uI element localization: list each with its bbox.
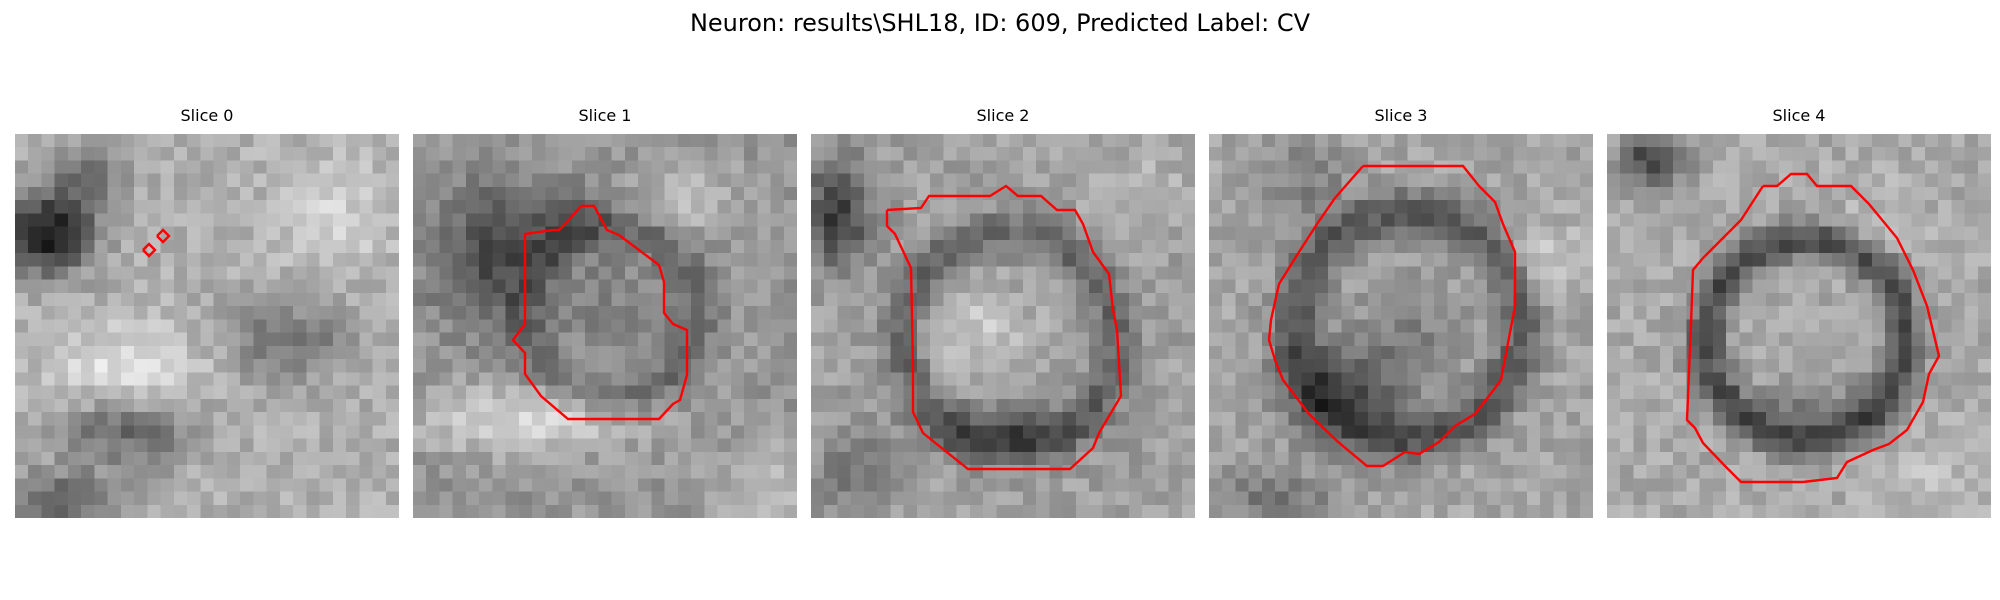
slice-overlay-0 — [142, 228, 171, 258]
slice-pixels-2 — [811, 134, 1195, 518]
slice-panel-3: Slice 3 — [1209, 106, 1593, 518]
figure-title: Neuron: results\SHL18, ID: 609, Predicte… — [689, 9, 1311, 37]
slice-pixels-1 — [413, 134, 797, 518]
slice-overlay-2 — [885, 184, 1123, 471]
slice-image-2 — [811, 134, 1195, 518]
slice-panel-0: Slice 0 — [15, 106, 399, 518]
contour-1 — [511, 204, 689, 421]
contour-4 — [1685, 172, 1941, 484]
slice-title-4: Slice 4 — [1772, 106, 1826, 125]
slice-image-3 — [1209, 134, 1593, 518]
slice-title-2: Slice 2 — [976, 106, 1030, 125]
contour-3 — [1267, 164, 1517, 468]
slice-title-0: Slice 0 — [180, 106, 234, 125]
contour-0a — [142, 242, 157, 258]
slice-title-3: Slice 3 — [1374, 106, 1428, 125]
slice-overlay-4 — [1685, 172, 1941, 484]
slice-pixels-4 — [1607, 134, 1991, 518]
slice-image-0 — [15, 134, 399, 518]
slice-image-1 — [413, 134, 797, 518]
slice-panel-1: Slice 1 — [413, 106, 797, 518]
contour-2 — [885, 184, 1123, 471]
slice-image-4 — [1607, 134, 1991, 518]
slice-overlay-1 — [511, 204, 689, 421]
slice-title-1: Slice 1 — [578, 106, 632, 125]
slice-overlay-3 — [1267, 164, 1517, 468]
slice-panel-4: Slice 4 — [1607, 106, 1991, 518]
contour-0b — [156, 228, 171, 244]
slice-panel-2: Slice 2 — [811, 106, 1195, 518]
slice-pixels-0 — [15, 134, 399, 518]
